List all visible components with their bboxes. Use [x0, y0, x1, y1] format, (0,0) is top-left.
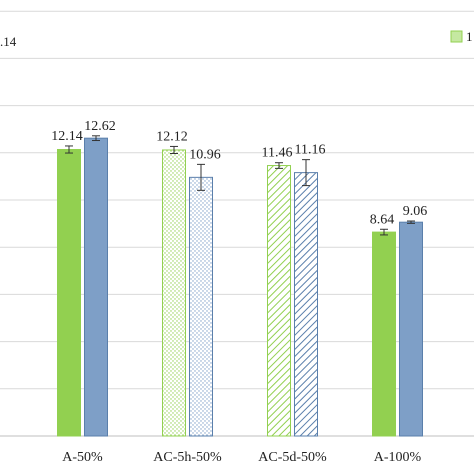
bar [189, 176, 213, 437]
legend-swatch [450, 30, 463, 43]
category-label: AC-5h-50% [153, 450, 222, 465]
bar [84, 137, 108, 437]
bar [57, 148, 81, 437]
bar [294, 172, 318, 437]
value-labels: 12.1412.6212.1210.9611.4611.168.649.069.… [51, 119, 428, 227]
value-label: 12.12 [156, 129, 188, 144]
category-label: A-100% [374, 450, 422, 465]
category-label: AC-5d-50% [258, 450, 327, 465]
category-label: A-50% [62, 450, 103, 465]
bar [372, 231, 396, 437]
category-labels: A-50%AC-5h-50%AC-5d-50%A-100%AC-5h [62, 450, 422, 465]
top-left-value-fragment: .14 [0, 34, 17, 49]
value-label: 10.96 [189, 147, 221, 162]
value-label: 11.16 [295, 143, 326, 158]
bars [57, 135, 423, 437]
value-label: 12.62 [84, 119, 116, 134]
value-label: 8.64 [370, 212, 395, 227]
legend-label-fragment: 1 [466, 29, 473, 44]
bar [399, 221, 423, 437]
bar [162, 149, 186, 437]
value-label: 9.06 [403, 204, 428, 219]
bar [267, 165, 291, 437]
value-label: 11.46 [262, 146, 293, 161]
value-label: 12.14 [51, 129, 83, 144]
